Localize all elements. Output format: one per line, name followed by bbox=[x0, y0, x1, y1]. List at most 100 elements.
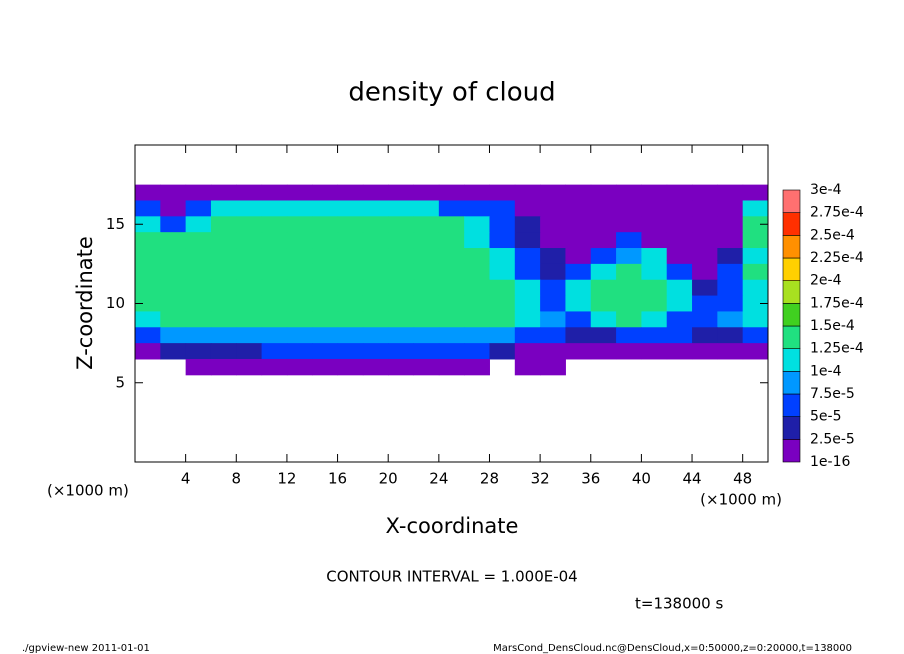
colorbar-label: 1.25e-4 bbox=[810, 341, 864, 357]
cell bbox=[210, 343, 237, 360]
cell bbox=[616, 248, 642, 265]
cell bbox=[413, 263, 440, 281]
cell bbox=[286, 295, 313, 312]
cell bbox=[160, 248, 187, 265]
cell bbox=[312, 263, 339, 281]
cell bbox=[489, 248, 516, 265]
field bbox=[135, 184, 769, 376]
x-axis-label: X-coordinate bbox=[386, 514, 519, 538]
cell bbox=[666, 295, 693, 312]
cell bbox=[160, 184, 187, 201]
cell bbox=[514, 232, 541, 249]
cell bbox=[514, 358, 541, 376]
cell bbox=[565, 263, 592, 281]
cell bbox=[388, 200, 415, 217]
cell bbox=[666, 263, 693, 281]
colorbar-label: 2.25e-4 bbox=[810, 250, 864, 266]
colorbar-label: 2.5e-5 bbox=[810, 431, 855, 447]
cell bbox=[413, 200, 440, 217]
cell bbox=[616, 216, 642, 233]
x-tick-label: 12 bbox=[277, 470, 296, 488]
cell bbox=[489, 200, 516, 217]
colorbar-box bbox=[782, 257, 801, 281]
colorbar-box bbox=[782, 325, 801, 349]
cell bbox=[641, 200, 668, 217]
cell bbox=[464, 232, 490, 249]
x-tick-label: 32 bbox=[531, 470, 550, 488]
cell bbox=[565, 232, 592, 249]
colorbar-box bbox=[782, 212, 801, 236]
cell bbox=[362, 358, 389, 376]
cell bbox=[185, 248, 212, 265]
cell bbox=[666, 216, 693, 233]
cell bbox=[160, 311, 187, 328]
cell bbox=[388, 311, 415, 328]
cell bbox=[489, 279, 516, 297]
cell bbox=[641, 216, 668, 233]
cell bbox=[312, 295, 339, 312]
colorbar-box bbox=[782, 348, 801, 372]
x-unit: (×1000 m) bbox=[700, 491, 782, 509]
cell bbox=[641, 248, 668, 265]
cell bbox=[438, 327, 465, 344]
cell bbox=[464, 216, 490, 233]
cell bbox=[565, 327, 592, 344]
cell bbox=[590, 295, 617, 312]
cell bbox=[413, 216, 440, 233]
cell bbox=[160, 295, 187, 312]
cell bbox=[489, 263, 516, 281]
cell bbox=[692, 232, 718, 249]
x-tick-label: 48 bbox=[733, 470, 752, 488]
cell bbox=[565, 295, 592, 312]
cell bbox=[362, 311, 389, 328]
cell bbox=[135, 248, 161, 265]
cell bbox=[666, 343, 693, 360]
cell bbox=[464, 263, 490, 281]
cell bbox=[514, 200, 541, 217]
cell bbox=[135, 263, 161, 281]
cell bbox=[742, 200, 769, 217]
cell bbox=[185, 216, 212, 233]
y-tick-label: 15 bbox=[106, 215, 125, 233]
cell bbox=[590, 200, 617, 217]
cell bbox=[717, 263, 744, 281]
cell bbox=[590, 327, 617, 344]
cell bbox=[160, 263, 187, 281]
cell bbox=[590, 184, 617, 201]
cell bbox=[312, 343, 339, 360]
cell bbox=[413, 358, 440, 376]
colorbar-label: 2.75e-4 bbox=[810, 205, 864, 221]
cell bbox=[616, 232, 642, 249]
chart-title: density of cloud bbox=[348, 78, 555, 108]
cell bbox=[540, 184, 566, 201]
cell bbox=[185, 311, 212, 328]
cell bbox=[362, 295, 389, 312]
cell bbox=[438, 279, 465, 297]
cell bbox=[236, 200, 263, 217]
colorbar-label: 2e-4 bbox=[810, 273, 842, 289]
footer: ./gpview-new 2011-01-01 bbox=[22, 643, 150, 654]
cell bbox=[236, 248, 263, 265]
cell bbox=[413, 311, 440, 328]
cell bbox=[261, 263, 288, 281]
cell bbox=[489, 232, 516, 249]
cell bbox=[464, 311, 490, 328]
cell bbox=[514, 216, 541, 233]
cell bbox=[185, 184, 212, 201]
cell bbox=[135, 279, 161, 297]
cell bbox=[236, 263, 263, 281]
cell bbox=[286, 263, 313, 281]
cell bbox=[286, 216, 313, 233]
cell bbox=[388, 248, 415, 265]
cell bbox=[362, 343, 389, 360]
cell bbox=[388, 343, 415, 360]
cell bbox=[261, 358, 288, 376]
cell bbox=[210, 311, 237, 328]
cell bbox=[616, 295, 642, 312]
cell bbox=[135, 311, 161, 328]
cell bbox=[717, 343, 744, 360]
cell bbox=[312, 279, 339, 297]
cell bbox=[565, 216, 592, 233]
cell bbox=[185, 295, 212, 312]
cell bbox=[388, 327, 415, 344]
